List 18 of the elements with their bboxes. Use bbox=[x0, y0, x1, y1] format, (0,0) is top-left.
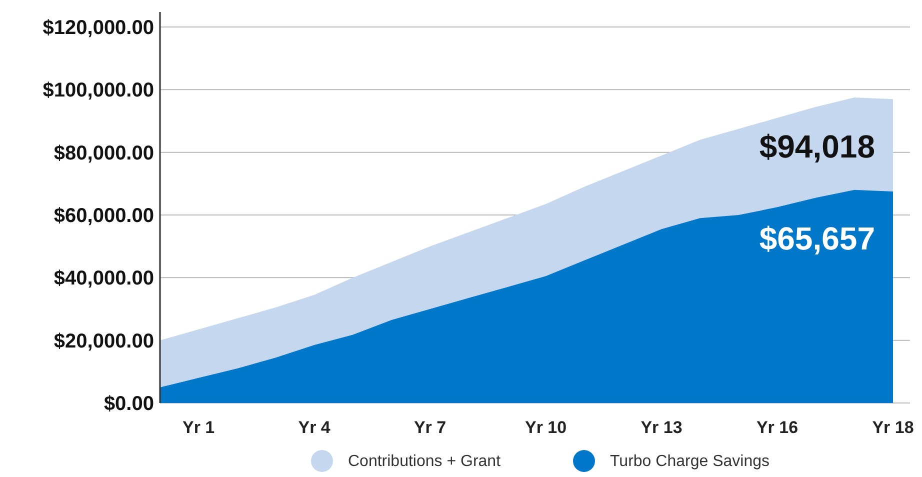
x-tick-label: Yr 10 bbox=[524, 418, 567, 437]
y-tick-label: $80,000.00 bbox=[54, 142, 154, 164]
annotation: $65,657 bbox=[759, 220, 875, 256]
y-tick-label: $40,000.00 bbox=[54, 268, 154, 290]
x-tick-label: Yr 7 bbox=[414, 418, 446, 437]
x-tick-label: Yr 13 bbox=[640, 418, 682, 437]
y-tick-label: $60,000.00 bbox=[54, 205, 154, 227]
x-tick-label: Yr 16 bbox=[756, 418, 798, 437]
y-tick-label: $20,000.00 bbox=[54, 330, 154, 352]
y-tick-label: $0.00 bbox=[104, 393, 154, 415]
x-tick-label: Yr 18 bbox=[872, 418, 914, 437]
y-tick-label: $100,000.00 bbox=[42, 80, 154, 102]
legend-label: Turbo Charge Savings bbox=[610, 453, 770, 470]
x-tick-label: Yr 1 bbox=[182, 418, 215, 437]
y-tick-label: $120,000.00 bbox=[42, 17, 154, 39]
legend-label: Contributions + Grant bbox=[348, 453, 502, 470]
x-tick-label: Yr 4 bbox=[298, 418, 331, 437]
annotation: $94,018 bbox=[759, 128, 875, 164]
